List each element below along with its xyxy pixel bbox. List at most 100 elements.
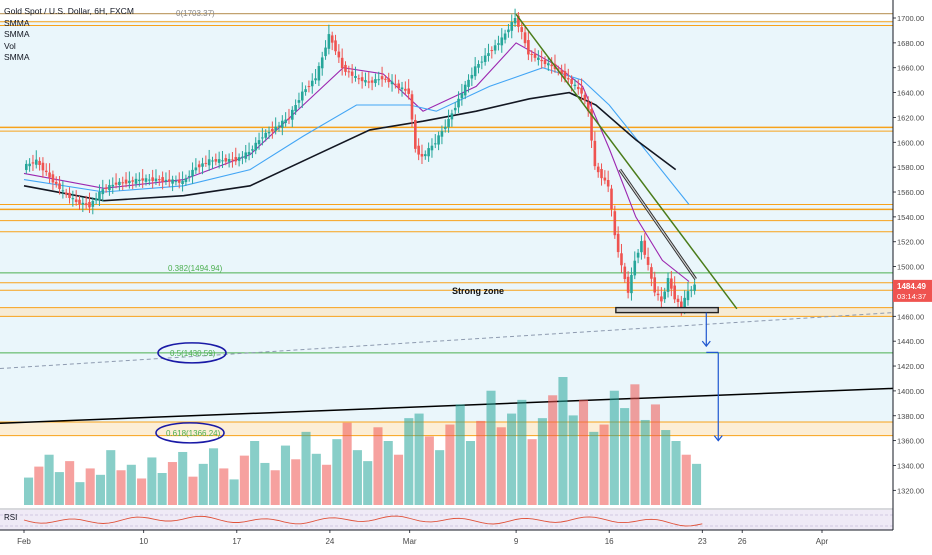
volume-bar-64 (681, 454, 691, 505)
x-tick-label-1: 10 (139, 537, 148, 546)
candle-body-80 (291, 109, 294, 120)
candle-body-31 (128, 180, 131, 184)
volume-bar-6 (85, 468, 95, 505)
candle-body-9 (54, 181, 58, 184)
candle-body-86 (310, 80, 314, 87)
volume-bar-44 (476, 420, 486, 505)
candle-body-115 (407, 88, 410, 94)
x-tick-label-9: Apr (816, 537, 829, 546)
ellipse-05 (157, 342, 227, 364)
candle-body-60 (224, 158, 228, 162)
dashed-trendline (0, 312, 894, 370)
candle-body-66 (244, 152, 248, 159)
volume-bar-12 (147, 457, 157, 505)
zone-1460-fill (0, 307, 893, 317)
volume-bar-26 (291, 459, 301, 505)
volume-bar-14 (167, 462, 177, 505)
candle-body-83 (300, 91, 304, 101)
smma-line-0 (23, 42, 690, 282)
volume-bar-31 (342, 422, 352, 505)
volume-bar-15 (178, 451, 188, 505)
volume-bar-11 (137, 478, 147, 505)
candle-body-55 (207, 159, 211, 166)
y-tick-label-1620: 1620.00 (897, 113, 924, 122)
candle-body-144 (503, 33, 507, 40)
strong-zone-label: Strong zone (452, 286, 504, 296)
volume-bar-59 (630, 384, 640, 505)
volume-bar-33 (363, 461, 373, 505)
candle-body-29 (121, 182, 125, 184)
price-tag-countdown: 03:14:37 (897, 292, 926, 301)
candle-body-130 (457, 98, 460, 108)
candle-body-196 (676, 298, 680, 302)
candle-body-44 (171, 179, 174, 184)
candle-body-67 (247, 151, 251, 155)
x-tick-label-6: 16 (605, 537, 614, 546)
volume-bar-30 (332, 439, 342, 505)
candle-body-3 (34, 159, 38, 165)
volume-bar-54 (578, 399, 589, 505)
indicator-smma-3[interactable]: SMMA (4, 52, 30, 62)
volume-bar-65 (692, 463, 702, 505)
candle-body-74 (271, 128, 274, 132)
candle-body-195 (673, 285, 676, 300)
symbol-title[interactable]: Gold Spot / U.S. Dollar, 6H, FXCM (4, 6, 134, 16)
candle-body-106 (377, 79, 381, 81)
volume-bar-42 (455, 404, 465, 505)
candle-body-101 (360, 77, 364, 82)
indicator-smma-2[interactable]: SMMA (4, 29, 30, 39)
y-tick-label-1680: 1680.00 (897, 39, 924, 48)
candle-body-47 (181, 180, 184, 185)
descending-trendline (515, 13, 738, 310)
candle-body-27 (114, 182, 118, 185)
candle-body-135 (473, 66, 477, 77)
candle-body-38 (151, 177, 154, 181)
indicator-smma-1[interactable]: SMMA (4, 17, 30, 28)
y-tick-label-1700: 1700.00 (897, 14, 924, 23)
candle-body-98 (350, 71, 354, 76)
long-term-trendline (0, 387, 894, 424)
candle-body-173 (600, 169, 603, 179)
y-tick-label-1360: 1360.00 (897, 437, 924, 446)
y-tick-label-1460: 1460.00 (897, 312, 924, 321)
arrow-1-head (701, 340, 711, 348)
candle-body-18 (84, 203, 88, 206)
candle-body-37 (148, 179, 151, 181)
candle-body-20 (91, 200, 95, 207)
candle-body-24 (104, 187, 108, 189)
x-tick-label-8: 26 (738, 537, 747, 546)
candle-body-110 (390, 81, 394, 85)
candle-body-91 (327, 34, 331, 49)
y-tick-label-1660: 1660.00 (897, 64, 924, 73)
y-tick-label-1580: 1580.00 (897, 163, 924, 172)
candle-body-90 (324, 47, 327, 57)
candle-body-191 (660, 296, 663, 302)
candle-body-164 (570, 79, 573, 84)
candle-body-45 (174, 181, 178, 183)
candle-body-116 (410, 94, 414, 120)
volume-bar-22 (250, 441, 260, 505)
volume-bar-40 (435, 450, 445, 505)
strong-zone-box (615, 306, 719, 314)
candle-body-49 (187, 175, 191, 177)
candle-body-185 (640, 241, 643, 253)
volume-bar-63 (671, 441, 681, 505)
candle-body-190 (656, 293, 660, 296)
candle-body-81 (294, 105, 297, 112)
y-tick-label-1520: 1520.00 (897, 238, 924, 247)
candle-body-61 (227, 159, 231, 162)
candle-body-99 (354, 75, 357, 78)
candle-body-4 (38, 160, 41, 165)
candle-body-132 (463, 84, 467, 96)
candle-body-70 (257, 140, 261, 145)
volume-bar-1 (34, 466, 44, 505)
candle-body-104 (370, 80, 374, 83)
candle-body-139 (487, 53, 490, 56)
volume-bar-39 (424, 436, 434, 505)
indicator-vol[interactable]: Vol (4, 40, 16, 51)
candle-body-93 (334, 40, 337, 52)
chart-legend: Gold Spot / U.S. Dollar, 6H, FXCM SMMA S… (4, 6, 134, 64)
x-tick-label-5: 9 (514, 537, 519, 546)
